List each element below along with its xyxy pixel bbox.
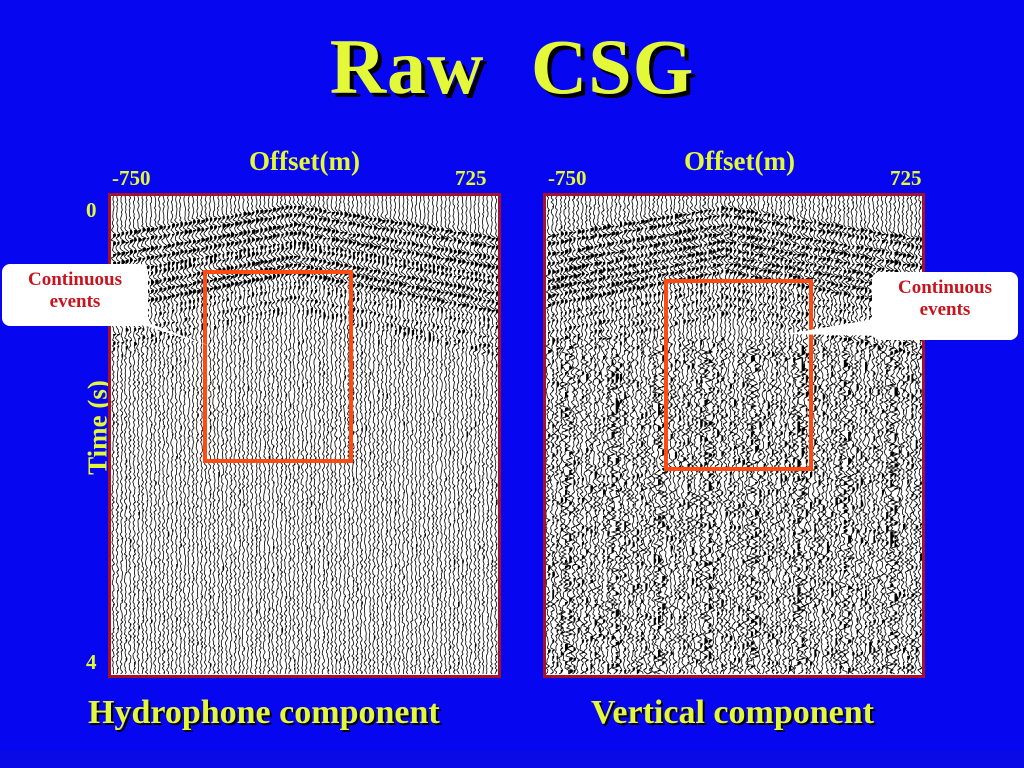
right-continuous-events-callout: Continuous events [872, 272, 1018, 340]
left-callout-line2: events [49, 291, 101, 312]
left-offset-max: 725 [455, 166, 487, 190]
left-callout-line1: Continuous [28, 269, 122, 290]
left-offset-title: Offset(m) [249, 146, 360, 176]
time-start-tick: 0 [86, 198, 97, 222]
left-offset-min: -750 [112, 166, 151, 190]
right-offset-max: 725 [890, 166, 922, 190]
time-end-tick: 4 [86, 650, 97, 674]
vertical-component-label: Vertical component [591, 694, 874, 731]
left-continuous-events-callout: Continuous events [2, 264, 148, 326]
slide-title: Raw CSG [329, 23, 695, 110]
vertical-seismic-panel [543, 193, 925, 678]
right-highlight-box [664, 279, 813, 471]
hydrophone-component-label: Hydrophone component [88, 694, 440, 731]
vertical-wiggle-traces [546, 196, 922, 675]
trace-fills [113, 206, 498, 674]
hydrophone-wiggle-traces [111, 196, 498, 675]
right-offset-min: -750 [548, 166, 587, 190]
right-offset-title: Offset(m) [684, 146, 795, 176]
right-callout-line2: events [919, 299, 971, 320]
trace-fills [548, 196, 922, 674]
right-callout-line1: Continuous [898, 277, 992, 298]
left-highlight-box [203, 270, 353, 463]
footer-strip [0, 750, 1024, 768]
